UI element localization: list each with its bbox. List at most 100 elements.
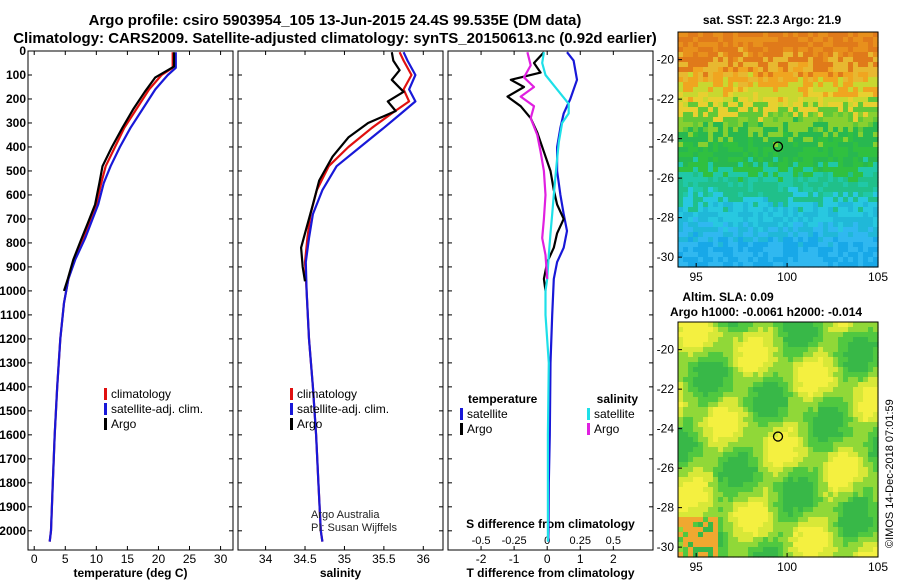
temperature-x-tick-label: 25 [183, 552, 197, 566]
depth-tick-label: 1700 [0, 452, 26, 466]
sla-map-y-tick-label: -26 [657, 461, 675, 475]
temperature-x-axis-label: temperature (deg C) [73, 566, 187, 580]
diff-legend-right-swatch [587, 423, 590, 435]
sla-map-x-tick-label: 105 [868, 560, 888, 574]
diff-s-tick-label: -0.25 [502, 535, 527, 547]
temperature-series-argo [62, 52, 176, 292]
diff-legend-right-swatch [587, 408, 590, 420]
diff-legend-salinity-title: salinity [597, 392, 639, 406]
sst-map-x-tick-label: 95 [690, 270, 704, 284]
salinity-plot-frame [237, 50, 444, 551]
differences-series-t-satellite [547, 51, 579, 542]
sla-map-field [678, 322, 879, 558]
salinity-legend-label: satellite-adj. clim. [297, 402, 389, 416]
sst-map-x-tick-label: 100 [777, 270, 797, 284]
depth-tick-label: 1800 [0, 476, 26, 490]
depth-tick-label: 600 [6, 188, 26, 202]
salinity-x-tick-label: 34 [259, 552, 273, 566]
sst-map-y-tick-label: -26 [657, 171, 675, 185]
temperature-plot-frame [27, 50, 234, 551]
differences-x-tick-label: -2 [476, 552, 487, 566]
depth-tick-label: 1100 [0, 308, 26, 322]
depth-tick-label: 1500 [0, 404, 26, 418]
sst-map-field [678, 32, 879, 268]
temperature-legend-swatch [104, 418, 107, 430]
salinity-x-tick-label: 35.5 [372, 552, 396, 566]
differences-plot-frame [447, 50, 654, 551]
diff-s-tick-label: 0.5 [606, 535, 621, 547]
diff-legend-temperature-title: temperature [468, 392, 538, 406]
depth-tick-label: 300 [6, 116, 26, 130]
temperature-x-tick-label: 10 [90, 552, 104, 566]
depth-tick-label: 1600 [0, 428, 26, 442]
depth-tick-label: 800 [6, 236, 26, 250]
figure-title-line2: Climatology: CARS2009. Satellite-adjuste… [13, 30, 657, 47]
depth-tick-label: 200 [6, 92, 26, 106]
diff-legend-left-label: Argo [467, 422, 493, 436]
sst-map-y-tick-label: -24 [657, 132, 675, 146]
sla-map-y-tick-label: -22 [657, 382, 675, 396]
temperature-legend-label: climatology [111, 387, 171, 401]
sst-map-y-tick-label: -20 [657, 53, 675, 67]
salinity-legend-label: climatology [297, 387, 357, 401]
sla-map-y-tick-label: -24 [657, 422, 675, 436]
salinity-x-tick-label: 35 [338, 552, 352, 566]
depth-tick-label: 400 [6, 140, 26, 154]
diff-legend-left-swatch [460, 423, 463, 435]
salinity-series-argo [300, 52, 405, 282]
diff-s-tick-label: -0.5 [472, 535, 491, 547]
depth-tick-label: 100 [6, 68, 26, 82]
sst-map-y-tick-label: -28 [657, 211, 675, 225]
temperature-x-tick-label: 20 [152, 552, 166, 566]
sst-map-frame [677, 31, 879, 268]
diff-legend-right-label: Argo [594, 422, 620, 436]
differences-x-tick-label: -1 [509, 552, 520, 566]
sla-map-title-line1: Altim. SLA: 0.09 [682, 290, 774, 304]
sst-map-y-tick-label: -30 [657, 250, 675, 264]
salinity-annotation-line1: Argo Australia [311, 509, 380, 521]
temperature-x-tick-label: 5 [62, 552, 69, 566]
depth-tick-label: 1000 [0, 284, 26, 298]
depth-tick-label: 900 [6, 260, 26, 274]
diff-legend-left-swatch [460, 408, 463, 420]
salinity-legend-swatch [290, 388, 293, 400]
diff-legend-left-label: satellite [467, 407, 508, 421]
sla-map-y-tick-label: -20 [657, 343, 675, 357]
sla-map-y-tick-label: -28 [657, 501, 675, 515]
differences-x-axis-label: T difference from climatology [466, 566, 634, 580]
temperature-legend-label: Argo [111, 417, 137, 431]
diff-legend-right-label: satellite [594, 407, 635, 421]
depth-tick-label: 1200 [0, 332, 26, 346]
sst-map-title: sat. SST: 22.3 Argo: 21.9 [703, 13, 842, 27]
salinity-legend-swatch [290, 403, 293, 415]
salinity-legend-label: Argo [297, 417, 323, 431]
diff-s-axis-label: S difference from climatology [466, 517, 635, 531]
differences-x-tick-label: 0 [544, 552, 551, 566]
sst-map-y-tick-label: -22 [657, 92, 675, 106]
sla-float-location-marker [772, 431, 784, 442]
differences-series-t-argo [506, 51, 565, 292]
sst-float-location-marker [772, 141, 784, 152]
sst-map-x-tick-label: 105 [868, 270, 888, 284]
temperature-legend-swatch [104, 388, 107, 400]
salinity-x-tick-label: 34.5 [293, 552, 317, 566]
temperature-x-tick-label: 15 [121, 552, 135, 566]
temperature-x-tick-label: 0 [31, 552, 38, 566]
figure-title-line1: Argo profile: csiro 5903954_105 13-Jun-2… [88, 12, 582, 29]
depth-tick-label: 2000 [0, 524, 26, 538]
differences-x-tick-label: 1 [577, 552, 584, 566]
sla-map-title-line2: Argo h1000: -0.0061 h2000: -0.014 [670, 305, 862, 319]
sla-map-x-tick-label: 95 [690, 560, 704, 574]
diff-s-tick-label: 0.25 [570, 535, 591, 547]
salinity-legend-swatch [290, 418, 293, 430]
salinity-annotation-line2: PI: Susan Wijffels [311, 522, 397, 534]
differences-series-s-satellite [541, 52, 570, 542]
depth-tick-label: 1900 [0, 500, 26, 514]
depth-tick-label: 1400 [0, 380, 26, 394]
sla-map-y-tick-label: -30 [657, 540, 675, 554]
depth-tick-label: 1300 [0, 356, 26, 370]
temperature-legend-swatch [104, 403, 107, 415]
temperature-series-satellite-adj-clim- [48, 52, 177, 542]
salinity-series-satellite-adj-clim- [304, 51, 417, 542]
